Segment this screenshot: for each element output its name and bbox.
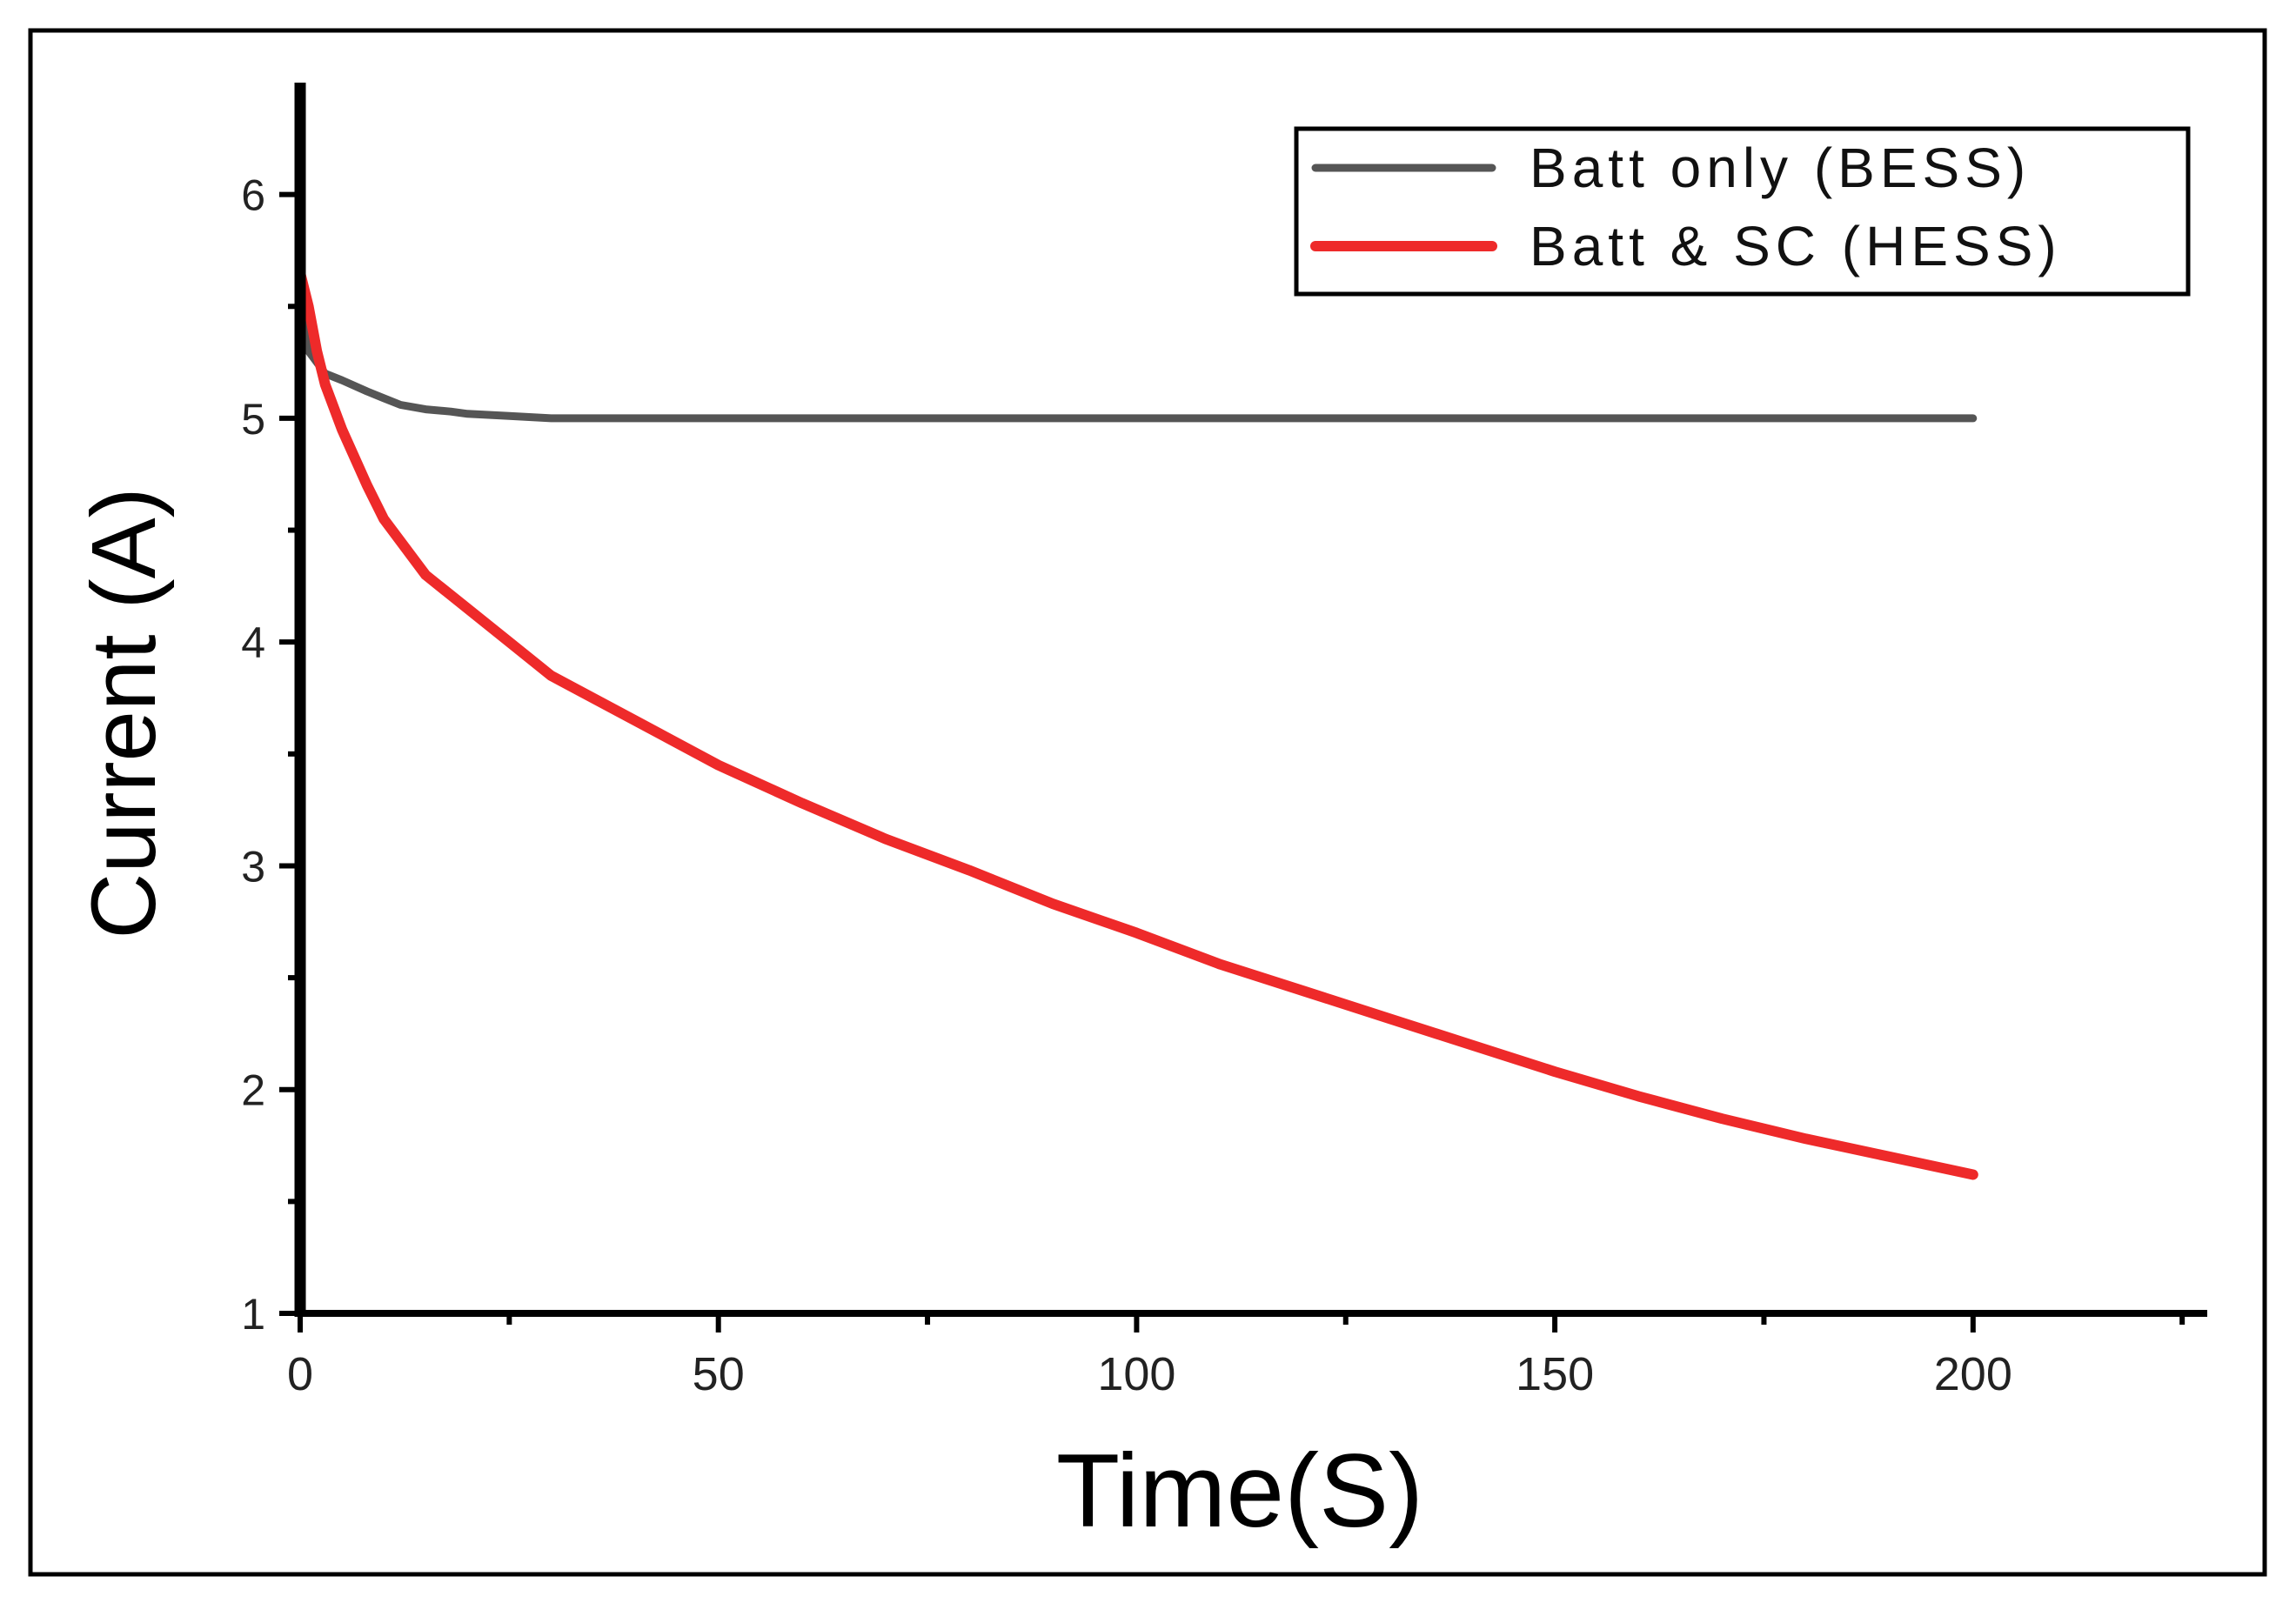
legend: Batt only (BESS) Batt & SC (HESS) — [1294, 126, 2191, 297]
x-tick-label: 100 — [1097, 1348, 1175, 1400]
legend-box — [1294, 126, 2191, 297]
legend-label-2: Batt & SC (HESS) — [1530, 215, 2062, 277]
x-tick-label: 0 — [287, 1348, 313, 1400]
series-line-2 — [295, 267, 1978, 1180]
y-tick-label: 6 — [241, 171, 265, 220]
y-tick-label: 3 — [241, 842, 265, 891]
x-tick-label: 50 — [693, 1348, 745, 1400]
plot-area: 1 2 3 4 5 6 0 50 100 150 200 — [241, 83, 2207, 1400]
y-tick-label: 5 — [241, 395, 265, 444]
y-tick-label: 2 — [241, 1066, 265, 1115]
x-axis-title: Time(S) — [1056, 1433, 1423, 1549]
y-tick-label: 4 — [241, 618, 265, 667]
legend-label-1: Batt only (BESS) — [1530, 137, 2031, 199]
x-tick-label: 200 — [1934, 1348, 2012, 1400]
x-tick-label: 150 — [1516, 1348, 1594, 1400]
y-axis-title: Current (A) — [73, 487, 175, 938]
y-tick-label: 1 — [241, 1290, 265, 1339]
